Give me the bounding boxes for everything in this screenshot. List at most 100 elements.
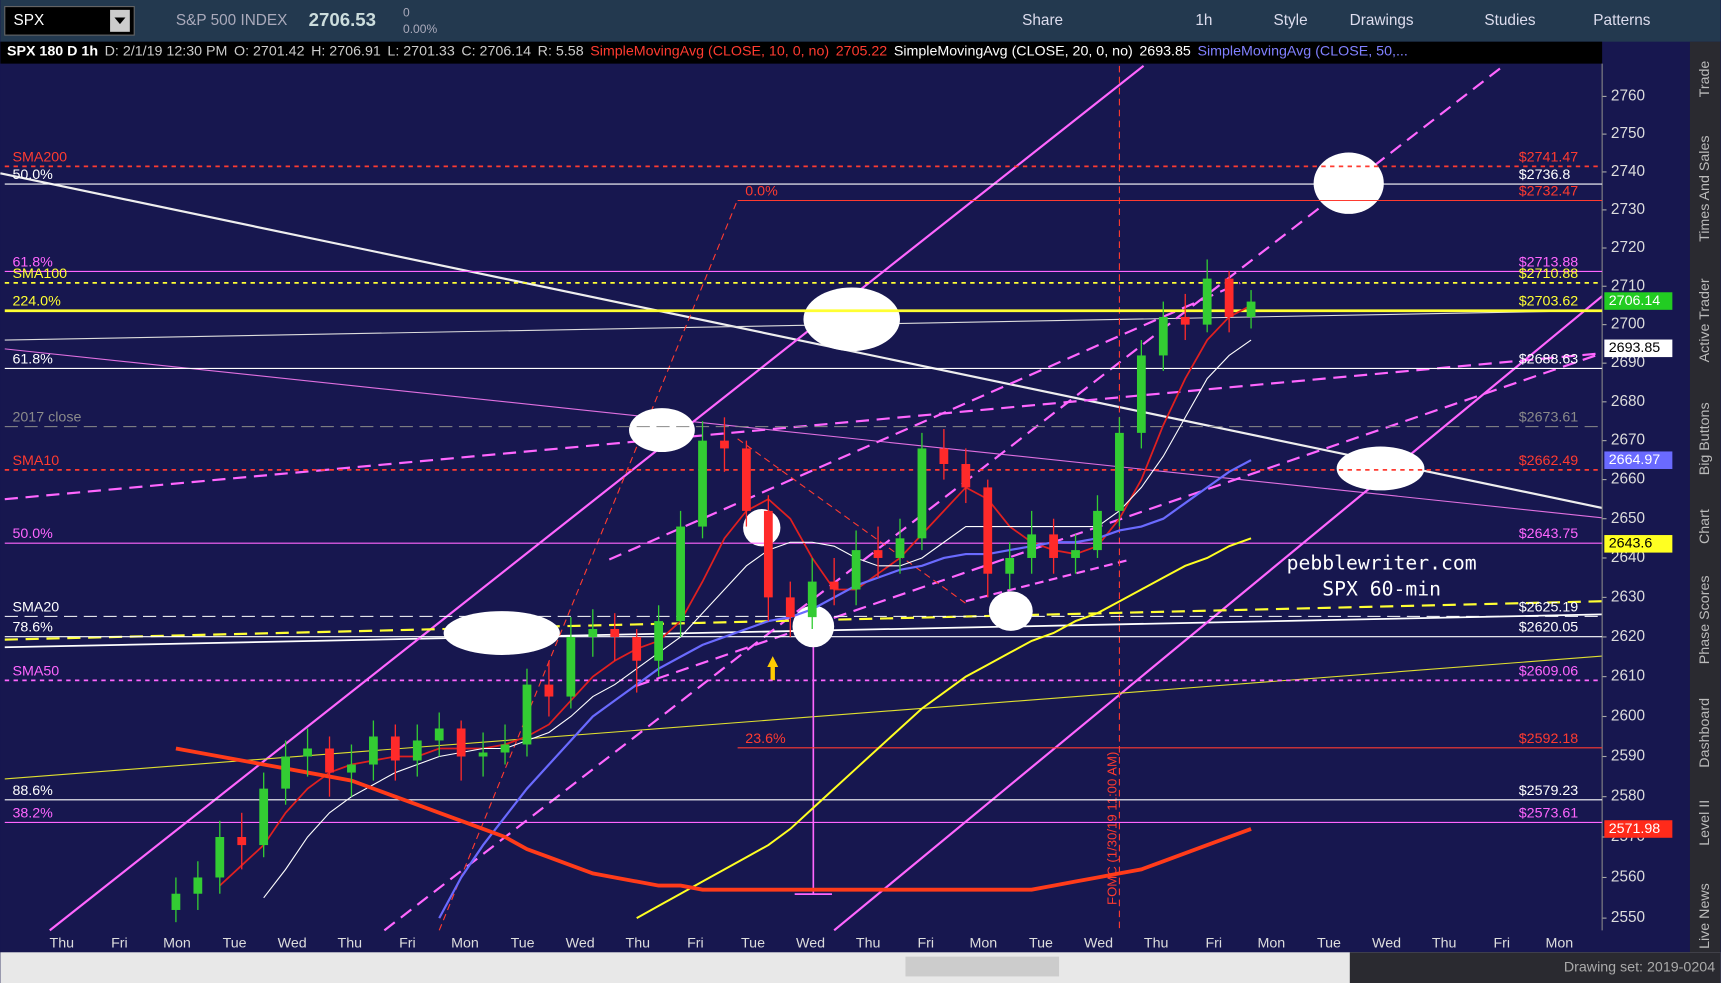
y-tick-label: 2650 [1611,510,1645,527]
info-item: O: 2701.42 [234,43,305,59]
info-item: R: 5.58 [538,43,584,59]
side-tab[interactable]: Level II [1697,800,1713,846]
candle-body [325,748,334,773]
side-tab[interactable]: Dashboard [1697,698,1713,768]
candle-body [544,684,554,697]
level-label: SMA10 [12,453,59,469]
side-tab[interactable]: Live News [1697,883,1713,949]
candle-body [763,510,773,598]
x-tick-label: Mon [451,935,479,951]
candle-body [1093,510,1102,551]
info-item: SimpleMovingAvg (CLOSE, 20, 0, no) [894,43,1133,59]
candle-body [676,526,685,622]
side-tab[interactable]: Big Buttons [1697,402,1713,475]
side-tab[interactable]: Chart [1697,509,1713,544]
status: Drawing set: 2019-0204 [1564,959,1715,975]
candle-body [895,538,905,558]
candle-body [522,684,532,745]
level-label: 50.0% [12,526,53,542]
side-tab[interactable]: Times And Sales [1697,135,1713,241]
candle-body [1049,534,1058,558]
price-badge [1604,339,1673,358]
level-label: SMA200 [12,149,67,165]
trendline [0,172,1603,510]
toolbar-button[interactable]: Patterns [1593,12,1650,29]
scroll-thumb[interactable] [905,956,1060,977]
arrow [767,656,779,681]
highlight [1336,446,1425,491]
x-tick-label: Tue [511,935,535,951]
level-price-label: $2732.47 [1519,183,1579,199]
level-price-label: $2662.49 [1519,453,1579,469]
x-tick-label: Fri [1493,935,1510,951]
candle-body [500,744,510,753]
x-tick-label: Thu [1432,935,1457,951]
candle-body [829,581,839,590]
level-label: SMA50 [12,663,59,679]
highlight [803,287,900,352]
dashed-line [383,64,1505,932]
y-tick-label: 2620 [1611,628,1645,645]
candle-body [917,448,927,539]
side-tab[interactable]: Active Trader [1697,278,1713,362]
candle-body [281,756,291,789]
y-tick-label: 2710 [1611,277,1645,294]
level-label: 88.6% [12,783,53,799]
x-tick-label: Mon [1257,935,1285,951]
info-item: H: 2706.91 [311,43,381,59]
candle-body [698,440,707,527]
level-price-label: $2579.23 [1519,783,1579,799]
toolbar [0,0,1721,42]
moving-average [263,339,1252,899]
price-badge [1604,820,1673,838]
x-tick-label: Wed [796,935,825,951]
candle-body [588,629,598,637]
toolbar-button[interactable]: Style [1273,12,1307,29]
y-tick-label: 2720 [1611,239,1645,256]
toolbar-button[interactable]: Drawings [1350,12,1414,29]
level-price-label: $2592.18 [1519,731,1579,747]
x-tick-label: Fri [111,935,128,951]
highlight [443,611,560,655]
price-badge [1604,535,1673,553]
toolbar-button[interactable]: Share [1022,12,1063,29]
candle-body [632,636,642,661]
candle-body [1005,557,1015,574]
candle-body [610,629,620,637]
info-item: 2705.22 [836,43,888,59]
candle-body [1136,355,1146,433]
y-tick-label: 2680 [1611,393,1645,410]
candle-body [237,836,247,846]
info-item: C: 2706.14 [461,43,531,59]
caption: SPX 60-min [1322,578,1441,601]
site: pebblewriter.com [1287,551,1477,574]
x-tick-label: Tue [741,935,765,951]
level-price-label: $2736.8 [1519,167,1571,183]
level-price-label: $2673.61 [1519,410,1579,426]
x-tick-label: Thu [856,935,881,951]
last-price: 2706.53 [309,9,376,30]
level-label: 224.0% [12,294,61,310]
highlight [629,408,695,453]
dropdown-arrow [114,17,126,25]
x-tick-label: Tue [1317,935,1341,951]
candle-body [654,621,664,661]
level-price-label: $2713.88 [1519,254,1579,270]
symbol: SPX [14,12,45,29]
level-price-label: $2688.63 [1519,351,1579,367]
fib-line [737,438,967,604]
side-tab[interactable]: Trade [1697,61,1713,98]
side-tab[interactable]: Phase Scores [1697,576,1713,665]
price-badge [1604,451,1673,470]
dashed-line [608,282,1241,561]
x-tick-label: Tue [1029,935,1053,951]
toolbar-button[interactable]: Studies [1484,12,1536,29]
candle-body [720,440,729,449]
y-tick-label: 2600 [1611,708,1645,725]
info-item: SimpleMovingAvg (CLOSE, 10, 0, no) [590,43,829,59]
candle-body [1027,534,1037,558]
candle-body [390,736,400,761]
level-price-label: $2573.61 [1519,805,1579,821]
x-tick-label: Fri [1205,935,1222,951]
toolbar-button[interactable]: 1h [1195,12,1212,29]
